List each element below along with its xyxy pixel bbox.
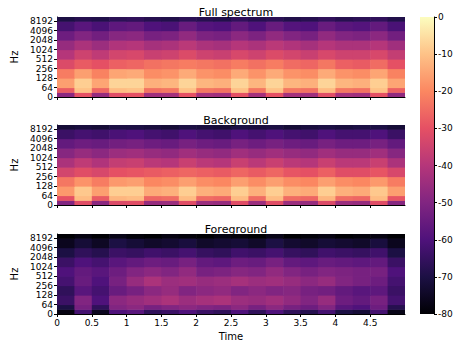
svg-text:0: 0 (54, 318, 60, 328)
svg-text:128: 128 (36, 290, 53, 300)
svg-text:64: 64 (42, 191, 54, 201)
svg-text:4096: 4096 (30, 243, 53, 253)
svg-text:Foreground: Foreground (205, 223, 268, 236)
svg-text:-80: -80 (438, 309, 453, 319)
svg-text:256: 256 (36, 281, 53, 291)
svg-text:4.5: 4.5 (363, 318, 377, 328)
svg-text:Full spectrum: Full spectrum (199, 6, 273, 19)
svg-text:64: 64 (42, 300, 54, 310)
svg-text:-70: -70 (438, 272, 453, 282)
svg-text:3: 3 (263, 318, 269, 328)
svg-text:Background: Background (203, 114, 269, 127)
svg-text:-40: -40 (438, 161, 453, 171)
svg-text:Hz: Hz (9, 159, 20, 172)
svg-text:1024: 1024 (30, 45, 53, 55)
svg-text:0.5: 0.5 (85, 318, 99, 328)
svg-text:-60: -60 (438, 235, 453, 245)
svg-text:256: 256 (36, 172, 53, 182)
svg-text:0: 0 (47, 200, 53, 210)
svg-text:2048: 2048 (30, 35, 53, 45)
svg-text:-50: -50 (438, 198, 453, 208)
svg-text:1024: 1024 (30, 153, 53, 163)
svg-text:8192: 8192 (30, 16, 53, 26)
svg-text:256: 256 (36, 64, 53, 74)
svg-text:2048: 2048 (30, 143, 53, 153)
svg-text:0: 0 (438, 12, 444, 22)
svg-text:512: 512 (36, 271, 53, 281)
svg-text:4096: 4096 (30, 26, 53, 36)
svg-text:0: 0 (47, 92, 53, 102)
svg-text:-10: -10 (438, 49, 453, 59)
svg-text:2: 2 (193, 318, 199, 328)
svg-text:2048: 2048 (30, 252, 53, 262)
svg-text:Hz: Hz (9, 51, 20, 64)
svg-text:2.5: 2.5 (224, 318, 238, 328)
svg-text:512: 512 (36, 162, 53, 172)
svg-text:1.5: 1.5 (154, 318, 168, 328)
svg-text:-20: -20 (438, 86, 453, 96)
svg-text:8192: 8192 (30, 124, 53, 134)
svg-text:Time: Time (218, 331, 243, 342)
svg-text:0: 0 (47, 309, 53, 319)
svg-text:4: 4 (333, 318, 339, 328)
svg-text:8192: 8192 (30, 233, 53, 243)
svg-text:128: 128 (36, 181, 53, 191)
svg-text:128: 128 (36, 73, 53, 83)
svg-text:512: 512 (36, 54, 53, 64)
svg-text:1: 1 (124, 318, 130, 328)
svg-text:1024: 1024 (30, 262, 53, 272)
svg-text:-30: -30 (438, 123, 453, 133)
svg-text:64: 64 (42, 83, 54, 93)
svg-text:4096: 4096 (30, 134, 53, 144)
svg-text:Hz: Hz (9, 268, 20, 281)
svg-text:3.5: 3.5 (293, 318, 307, 328)
